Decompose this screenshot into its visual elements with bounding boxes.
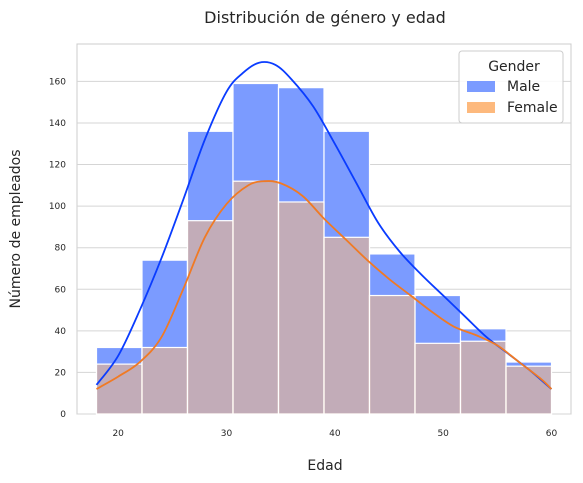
y-tick-label: 20	[55, 368, 67, 378]
bar-female	[186, 220, 234, 415]
y-tick-label: 140	[49, 119, 66, 129]
x-tick-label: 30	[221, 429, 233, 439]
kde-line-female	[96, 180, 553, 390]
legend-label-male: Male	[507, 79, 540, 95]
y-tick-label: 60	[55, 285, 67, 295]
kde-curves	[95, 61, 553, 390]
legend-swatch-female	[467, 102, 495, 113]
x-tick-labels: 20 30 40 50 60	[112, 429, 557, 439]
legend: Gender Male Female	[458, 50, 564, 124]
bar-female	[95, 363, 143, 415]
y-tick-label: 120	[49, 161, 66, 171]
x-axis-label: Edad	[307, 458, 342, 474]
legend-label-female: Female	[507, 100, 558, 116]
bar-female	[368, 294, 416, 415]
y-tick-label: 0	[60, 410, 66, 420]
bar-female	[414, 342, 462, 415]
x-tick-label: 20	[112, 429, 124, 439]
bar-female	[505, 365, 553, 415]
legend-swatch-male	[467, 81, 495, 92]
y-axis-label: Número de empleados	[8, 150, 24, 309]
y-tick-label: 100	[49, 202, 66, 212]
bar-female	[232, 180, 280, 415]
y-tick-label: 40	[55, 327, 67, 337]
bar-female	[459, 340, 507, 415]
x-tick-label: 60	[546, 429, 558, 439]
histogram-bars	[95, 82, 553, 415]
x-tick-label: 40	[329, 429, 341, 439]
legend-title: Gender	[488, 59, 540, 75]
kde-line-male	[95, 61, 553, 390]
x-tick-label: 50	[437, 429, 449, 439]
bar-female	[323, 236, 371, 415]
bar-female	[277, 201, 325, 415]
y-tick-label: 80	[55, 244, 67, 254]
y-tick-labels: 0 20 40 60 80 100 120 140 160	[49, 77, 66, 420]
chart-title: Distribución de género y edad	[204, 8, 446, 27]
bar-female	[141, 346, 189, 415]
y-tick-label: 160	[49, 77, 66, 87]
